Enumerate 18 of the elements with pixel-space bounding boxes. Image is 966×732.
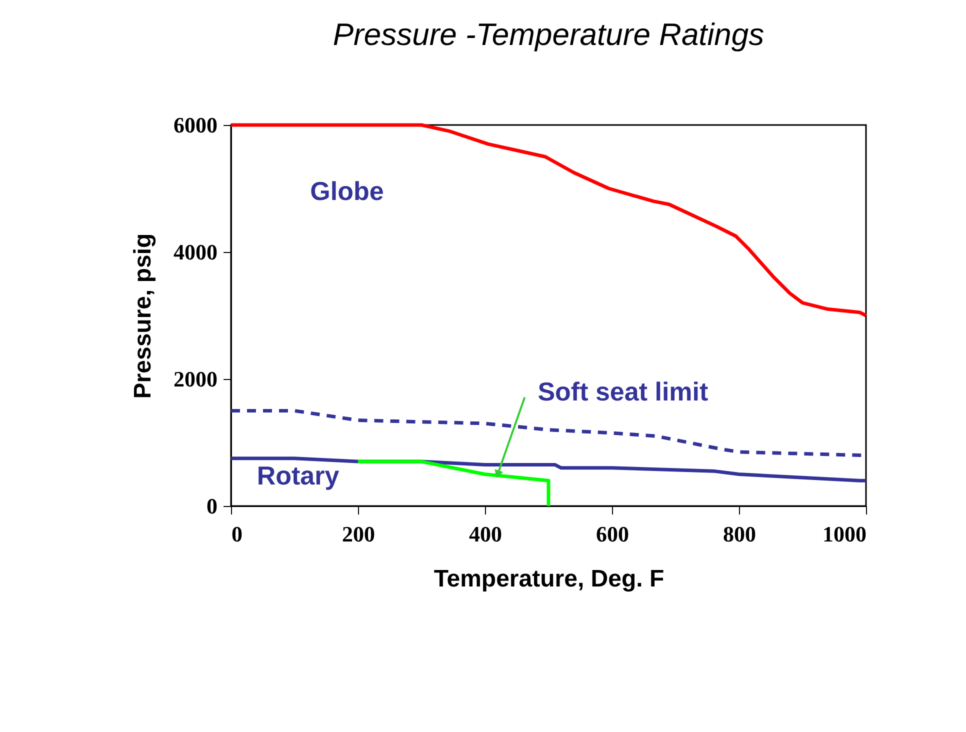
y-axis-title: Pressure, psig	[130, 233, 156, 399]
x-tick-label: 1000	[822, 522, 866, 546]
chart-title: Pressure -Temperature Ratings	[332, 17, 764, 52]
y-tick-label: 6000	[174, 112, 218, 138]
x-tick-label: 400	[469, 522, 502, 546]
x-axis-title: Temperature, Deg. F	[434, 566, 664, 592]
annotation: Globe	[310, 176, 384, 206]
x-tick-label: 800	[723, 522, 756, 546]
x-tick-label: 200	[342, 522, 375, 546]
y-tick-label: 4000	[174, 240, 218, 264]
x-tick-label: 0	[232, 522, 242, 546]
line-series	[229, 123, 868, 318]
y-tick-label: 0	[206, 494, 218, 518]
y-tick-label: 2000	[174, 366, 218, 392]
annotation: Rotary	[256, 460, 340, 490]
x-tick-label: 600	[596, 522, 629, 546]
line-series	[356, 460, 550, 508]
annotation: Soft seat limit	[538, 376, 709, 406]
